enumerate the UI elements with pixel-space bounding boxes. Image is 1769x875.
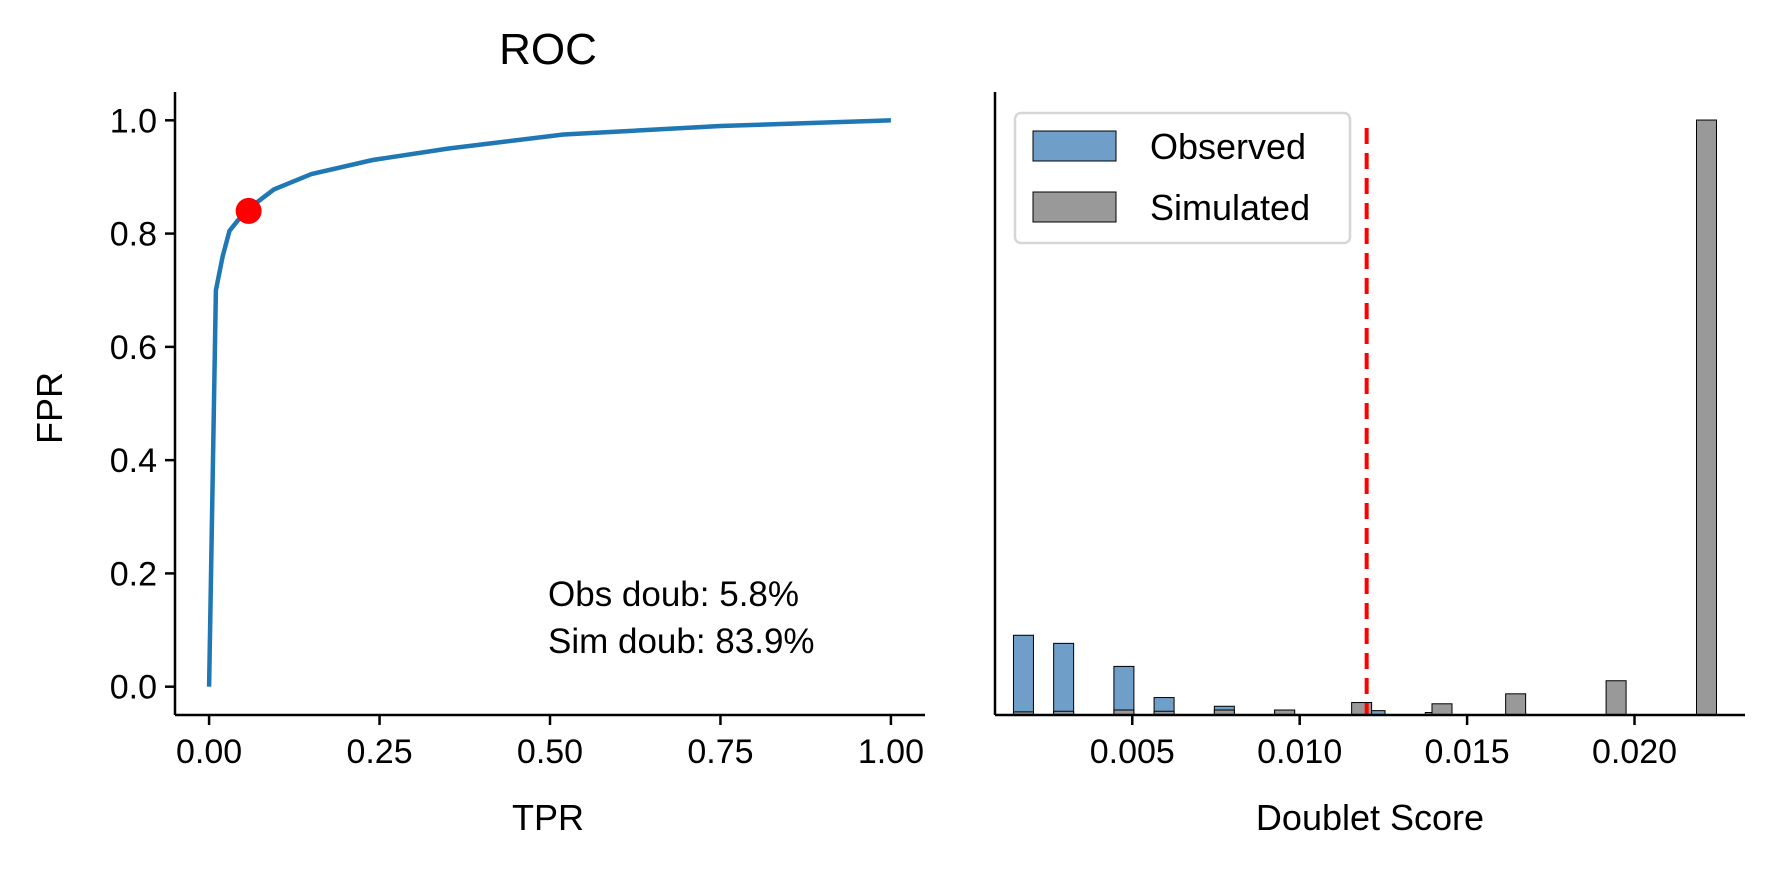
histogram-bar-observed: [1113, 665, 1135, 716]
roc-x-axis-label: TPR: [512, 797, 584, 838]
roc-x-tick-label: 0.25: [346, 733, 412, 771]
legend-label-observed: Observed: [1150, 126, 1306, 167]
histogram-bar-observed: [1012, 634, 1034, 716]
roc-y-tick-label: 0.8: [110, 216, 157, 254]
roc-y-tick-label: 1.0: [110, 102, 157, 140]
roc-plot-area: [206, 118, 891, 687]
legend: Observed Simulated: [1013, 111, 1352, 245]
histogram-bar-simulated: [1431, 703, 1453, 716]
roc-y-tick-label: 0.4: [110, 442, 157, 480]
histogram-bar-simulated: [1605, 680, 1627, 716]
histogram-axes: 0.005 0.010 0.015 0.020: [993, 92, 1745, 771]
histogram-x-tick-label: 0.005: [1090, 733, 1175, 771]
histogram-bar-observed: [1053, 642, 1075, 716]
roc-x-tick-label: 1.00: [858, 733, 924, 771]
histogram-panel: 0.005 0.010 0.015 0.020 Doublet Score Obser…: [993, 92, 1745, 838]
roc-x-tick-label: 0.75: [687, 733, 753, 771]
histogram-x-tick-label: 0.010: [1257, 733, 1342, 771]
histogram-x-axis-label: Doublet Score: [1256, 797, 1484, 838]
roc-x-tick-label: 0.00: [176, 733, 242, 771]
roc-y-tick-label: 0.2: [110, 555, 157, 593]
roc-panel: ROC 0.00 0.25 0.50 0.75 1.00 0.0 0.2 0.4 0.6 0.8 1…: [29, 25, 925, 838]
roc-y-tick-label: 0.6: [110, 329, 157, 367]
histogram-x-tick-label: 0.015: [1425, 733, 1510, 771]
histogram-plot-area: [1012, 119, 1717, 716]
legend-swatch-simulated: [1032, 191, 1117, 223]
roc-x-tick-label: 0.50: [517, 733, 583, 771]
roc-curve-line: [206, 118, 891, 687]
histogram-bar-simulated: [1505, 693, 1527, 716]
histogram-bar-simulated: [1695, 119, 1717, 716]
legend-swatch-observed: [1032, 130, 1117, 162]
sim-doublet-annotation: Sim doub: 83.9%: [548, 622, 815, 661]
histogram-x-tick-label: 0.020: [1592, 733, 1677, 771]
roc-y-axis-label: FPR: [29, 372, 70, 444]
roc-axes: 0.00 0.25 0.50 0.75 1.00 0.0 0.2 0.4 0.6 0.8 1.0: [110, 92, 925, 771]
roc-y-tick-label: 0.0: [110, 669, 157, 707]
obs-doublet-annotation: Obs doub: 5.8%: [548, 575, 799, 614]
roc-threshold-marker: [235, 197, 262, 224]
legend-label-simulated: Simulated: [1150, 187, 1310, 228]
roc-title: ROC: [499, 25, 597, 74]
